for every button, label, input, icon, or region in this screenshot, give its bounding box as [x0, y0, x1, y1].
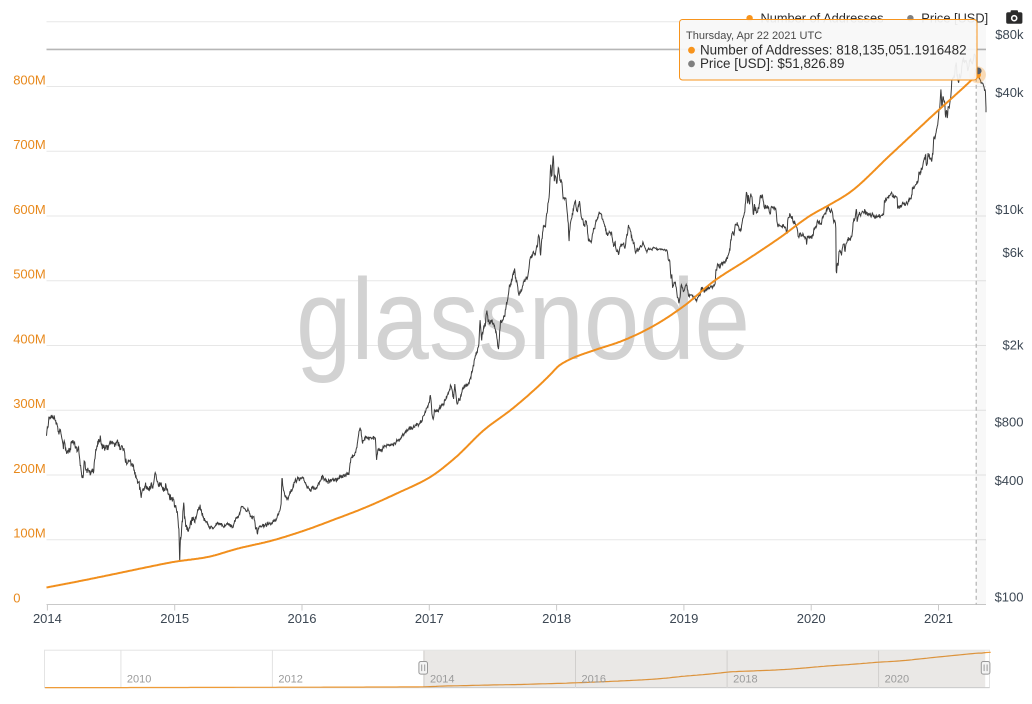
- svg-text:700M: 700M: [13, 137, 46, 152]
- svg-text:2010: 2010: [127, 674, 151, 686]
- svg-text:300M: 300M: [13, 396, 46, 411]
- svg-text:2018: 2018: [733, 674, 757, 686]
- svg-text:0: 0: [13, 590, 20, 605]
- svg-text:200M: 200M: [13, 461, 46, 476]
- svg-text:600M: 600M: [13, 202, 46, 217]
- svg-text:2021: 2021: [924, 611, 953, 626]
- svg-text:2017: 2017: [415, 611, 444, 626]
- svg-text:100M: 100M: [13, 526, 46, 541]
- svg-text:800M: 800M: [13, 72, 46, 87]
- svg-text:$6k: $6k: [1003, 245, 1024, 260]
- svg-text:2019: 2019: [669, 611, 698, 626]
- svg-text:$100: $100: [995, 590, 1024, 605]
- svg-text:2020: 2020: [797, 611, 826, 626]
- svg-text:2016: 2016: [582, 674, 606, 686]
- svg-text:2015: 2015: [160, 611, 189, 626]
- svg-text:glassnode: glassnode: [296, 256, 750, 384]
- svg-text:$400: $400: [995, 473, 1024, 488]
- svg-text:2014: 2014: [33, 611, 62, 626]
- svg-text:2012: 2012: [278, 674, 302, 686]
- svg-text:$800: $800: [995, 415, 1024, 430]
- svg-text:$10k: $10k: [995, 202, 1024, 217]
- svg-text:Price [USD]: $51,826.89: Price [USD]: $51,826.89: [700, 56, 844, 71]
- svg-text:Number of Addresses: 818,135,0: Number of Addresses: 818,135,051.1916482: [700, 43, 967, 58]
- svg-text:$80k: $80k: [995, 27, 1024, 42]
- svg-text:Thursday, Apr 22 2021 UTC: Thursday, Apr 22 2021 UTC: [686, 30, 822, 42]
- svg-text:500M: 500M: [13, 267, 46, 282]
- svg-text:2014: 2014: [430, 674, 454, 686]
- svg-text:2016: 2016: [288, 611, 317, 626]
- svg-text:2020: 2020: [885, 674, 909, 686]
- svg-text:400M: 400M: [13, 331, 46, 346]
- svg-text:$40k: $40k: [995, 85, 1024, 100]
- svg-text:$2k: $2k: [1003, 337, 1024, 352]
- svg-text:2018: 2018: [542, 611, 571, 626]
